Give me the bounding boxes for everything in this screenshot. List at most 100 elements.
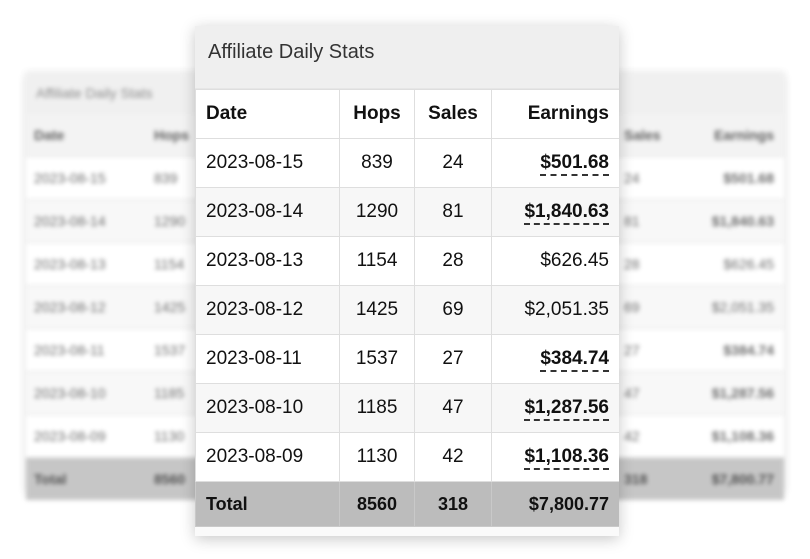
cell-hops: 1537 xyxy=(339,334,415,384)
earnings-tooltip-link[interactable]: $384.74 xyxy=(540,348,609,372)
bg-cell-sales: 81 xyxy=(616,199,674,243)
column-header-earnings[interactable]: Earnings xyxy=(491,89,619,139)
cell-date: 2023-08-10 xyxy=(195,383,340,433)
bg-header-sales: Sales xyxy=(616,114,674,157)
bg-cell-earnings: $1,287.56 xyxy=(674,371,784,415)
bg-cell-date: 2023-08-12 xyxy=(26,285,146,329)
cell-earnings: $1,287.56 xyxy=(491,383,619,433)
hops-value: 1154 xyxy=(356,250,398,271)
cell-sales: 24 xyxy=(414,138,492,188)
total-label: Total xyxy=(195,481,340,527)
bg-cell-earnings: $2,051.35 xyxy=(674,285,784,329)
cell-date: 2023-08-13 xyxy=(195,236,340,286)
cell-sales: 81 xyxy=(414,187,492,237)
bg-cell-earnings: $1,840.63 xyxy=(674,199,784,243)
bg-cell-earnings: $1,108.36 xyxy=(674,414,784,458)
bg-cell-sales: 69 xyxy=(616,285,674,329)
table-row: 2023-08-09 1130 42 $1,108.36 xyxy=(195,432,619,482)
sales-value: 27 xyxy=(442,348,464,369)
date-value: 2023-08-09 xyxy=(206,446,304,467)
bg-cell-sales: 24 xyxy=(616,156,674,200)
hops-value: 1290 xyxy=(355,201,399,222)
bg-header-date: Date xyxy=(26,114,146,157)
bg-total-label: Total xyxy=(26,457,146,500)
sales-value: 42 xyxy=(442,446,464,467)
hops-value: 839 xyxy=(361,152,393,173)
bg-cell-sales: 27 xyxy=(616,328,674,372)
bg-cell-sales: 28 xyxy=(616,242,674,286)
earnings-tooltip-link[interactable]: $1,840.63 xyxy=(524,201,609,225)
date-value: 2023-08-14 xyxy=(206,201,304,222)
cell-hops: 839 xyxy=(339,138,415,188)
cell-earnings: $1,840.63 xyxy=(491,187,619,237)
hops-value: 1185 xyxy=(356,397,398,418)
cell-sales: 47 xyxy=(414,383,492,433)
date-value: 2023-08-15 xyxy=(206,152,304,173)
hops-value: 1130 xyxy=(356,446,398,467)
cell-date: 2023-08-14 xyxy=(195,187,340,237)
cell-hops: 1425 xyxy=(339,285,415,335)
sales-value: 24 xyxy=(442,152,464,173)
hops-value: 1537 xyxy=(355,348,399,369)
bg-total-earnings: $7,800.77 xyxy=(674,457,784,500)
cell-earnings: $626.45 xyxy=(491,236,619,286)
bg-cell-earnings: $384.74 xyxy=(674,328,784,372)
bg-cell-date: 2023-08-11 xyxy=(26,328,146,372)
total-sales: 318 xyxy=(414,481,492,527)
date-value: 2023-08-13 xyxy=(206,250,304,271)
total-hops: 8560 xyxy=(339,481,415,527)
bg-cell-date: 2023-08-09 xyxy=(26,414,146,458)
sales-value: 69 xyxy=(442,299,464,320)
bg-cell-date: 2023-08-10 xyxy=(26,371,146,415)
earnings-value: $2,051.35 xyxy=(524,299,609,320)
table-row: 2023-08-15 839 24 $501.68 xyxy=(195,138,619,188)
cell-date: 2023-08-11 xyxy=(195,334,340,384)
card-title: Affiliate Daily Stats xyxy=(195,26,619,89)
bg-cell-earnings: $626.45 xyxy=(674,242,784,286)
cell-hops: 1154 xyxy=(339,236,415,286)
sales-value: 47 xyxy=(442,397,464,418)
bg-cell-sales: 47 xyxy=(616,371,674,415)
sales-value: 28 xyxy=(442,250,464,271)
hops-value: 1425 xyxy=(355,299,399,320)
earnings-tooltip-link[interactable]: $1,108.36 xyxy=(524,446,609,470)
earnings-value: $626.45 xyxy=(540,250,609,271)
date-value: 2023-08-11 xyxy=(206,348,302,369)
cell-earnings: $384.74 xyxy=(491,334,619,384)
column-header-sales[interactable]: Sales xyxy=(414,89,492,139)
date-value: 2023-08-12 xyxy=(206,299,304,320)
cell-hops: 1130 xyxy=(339,432,415,482)
earnings-tooltip-link[interactable]: $501.68 xyxy=(540,152,609,176)
cell-earnings: $501.68 xyxy=(491,138,619,188)
bg-cell-date: 2023-08-15 xyxy=(26,156,146,200)
cell-date: 2023-08-09 xyxy=(195,432,340,482)
bg-total-sales: 318 xyxy=(616,457,674,500)
column-header-date[interactable]: Date xyxy=(195,89,340,139)
cell-hops: 1185 xyxy=(339,383,415,433)
stats-table: Date Hops Sales Earnings 2023-08-15 839 24… xyxy=(195,89,619,527)
bg-cell-date: 2023-08-14 xyxy=(26,199,146,243)
cell-hops: 1290 xyxy=(339,187,415,237)
table-header-row: Date Hops Sales Earnings xyxy=(195,89,619,139)
bg-cell-earnings: $501.68 xyxy=(674,156,784,200)
bg-cell-sales: 42 xyxy=(616,414,674,458)
earnings-tooltip-link[interactable]: $1,287.56 xyxy=(524,397,609,421)
cell-earnings: $1,108.36 xyxy=(491,432,619,482)
table-row: 2023-08-13 1154 28 $626.45 xyxy=(195,236,619,286)
column-header-hops[interactable]: Hops xyxy=(339,89,415,139)
cell-date: 2023-08-12 xyxy=(195,285,340,335)
bg-header-earnings: Earnings xyxy=(674,114,784,157)
cell-sales: 69 xyxy=(414,285,492,335)
affiliate-stats-card: Affiliate Daily Stats Date Hops Sales Ea… xyxy=(195,26,619,536)
table-row: 2023-08-10 1185 47 $1,287.56 xyxy=(195,383,619,433)
cell-date: 2023-08-15 xyxy=(195,138,340,188)
table-row: 2023-08-12 1425 69 $2,051.35 xyxy=(195,285,619,335)
cell-sales: 28 xyxy=(414,236,492,286)
table-row: 2023-08-14 1290 81 $1,840.63 xyxy=(195,187,619,237)
date-value: 2023-08-10 xyxy=(206,397,304,418)
sales-value: 81 xyxy=(442,201,464,222)
total-row: Total 8560 318 $7,800.77 xyxy=(195,481,619,527)
cell-sales: 27 xyxy=(414,334,492,384)
table-row: 2023-08-11 1537 27 $384.74 xyxy=(195,334,619,384)
cell-earnings: $2,051.35 xyxy=(491,285,619,335)
